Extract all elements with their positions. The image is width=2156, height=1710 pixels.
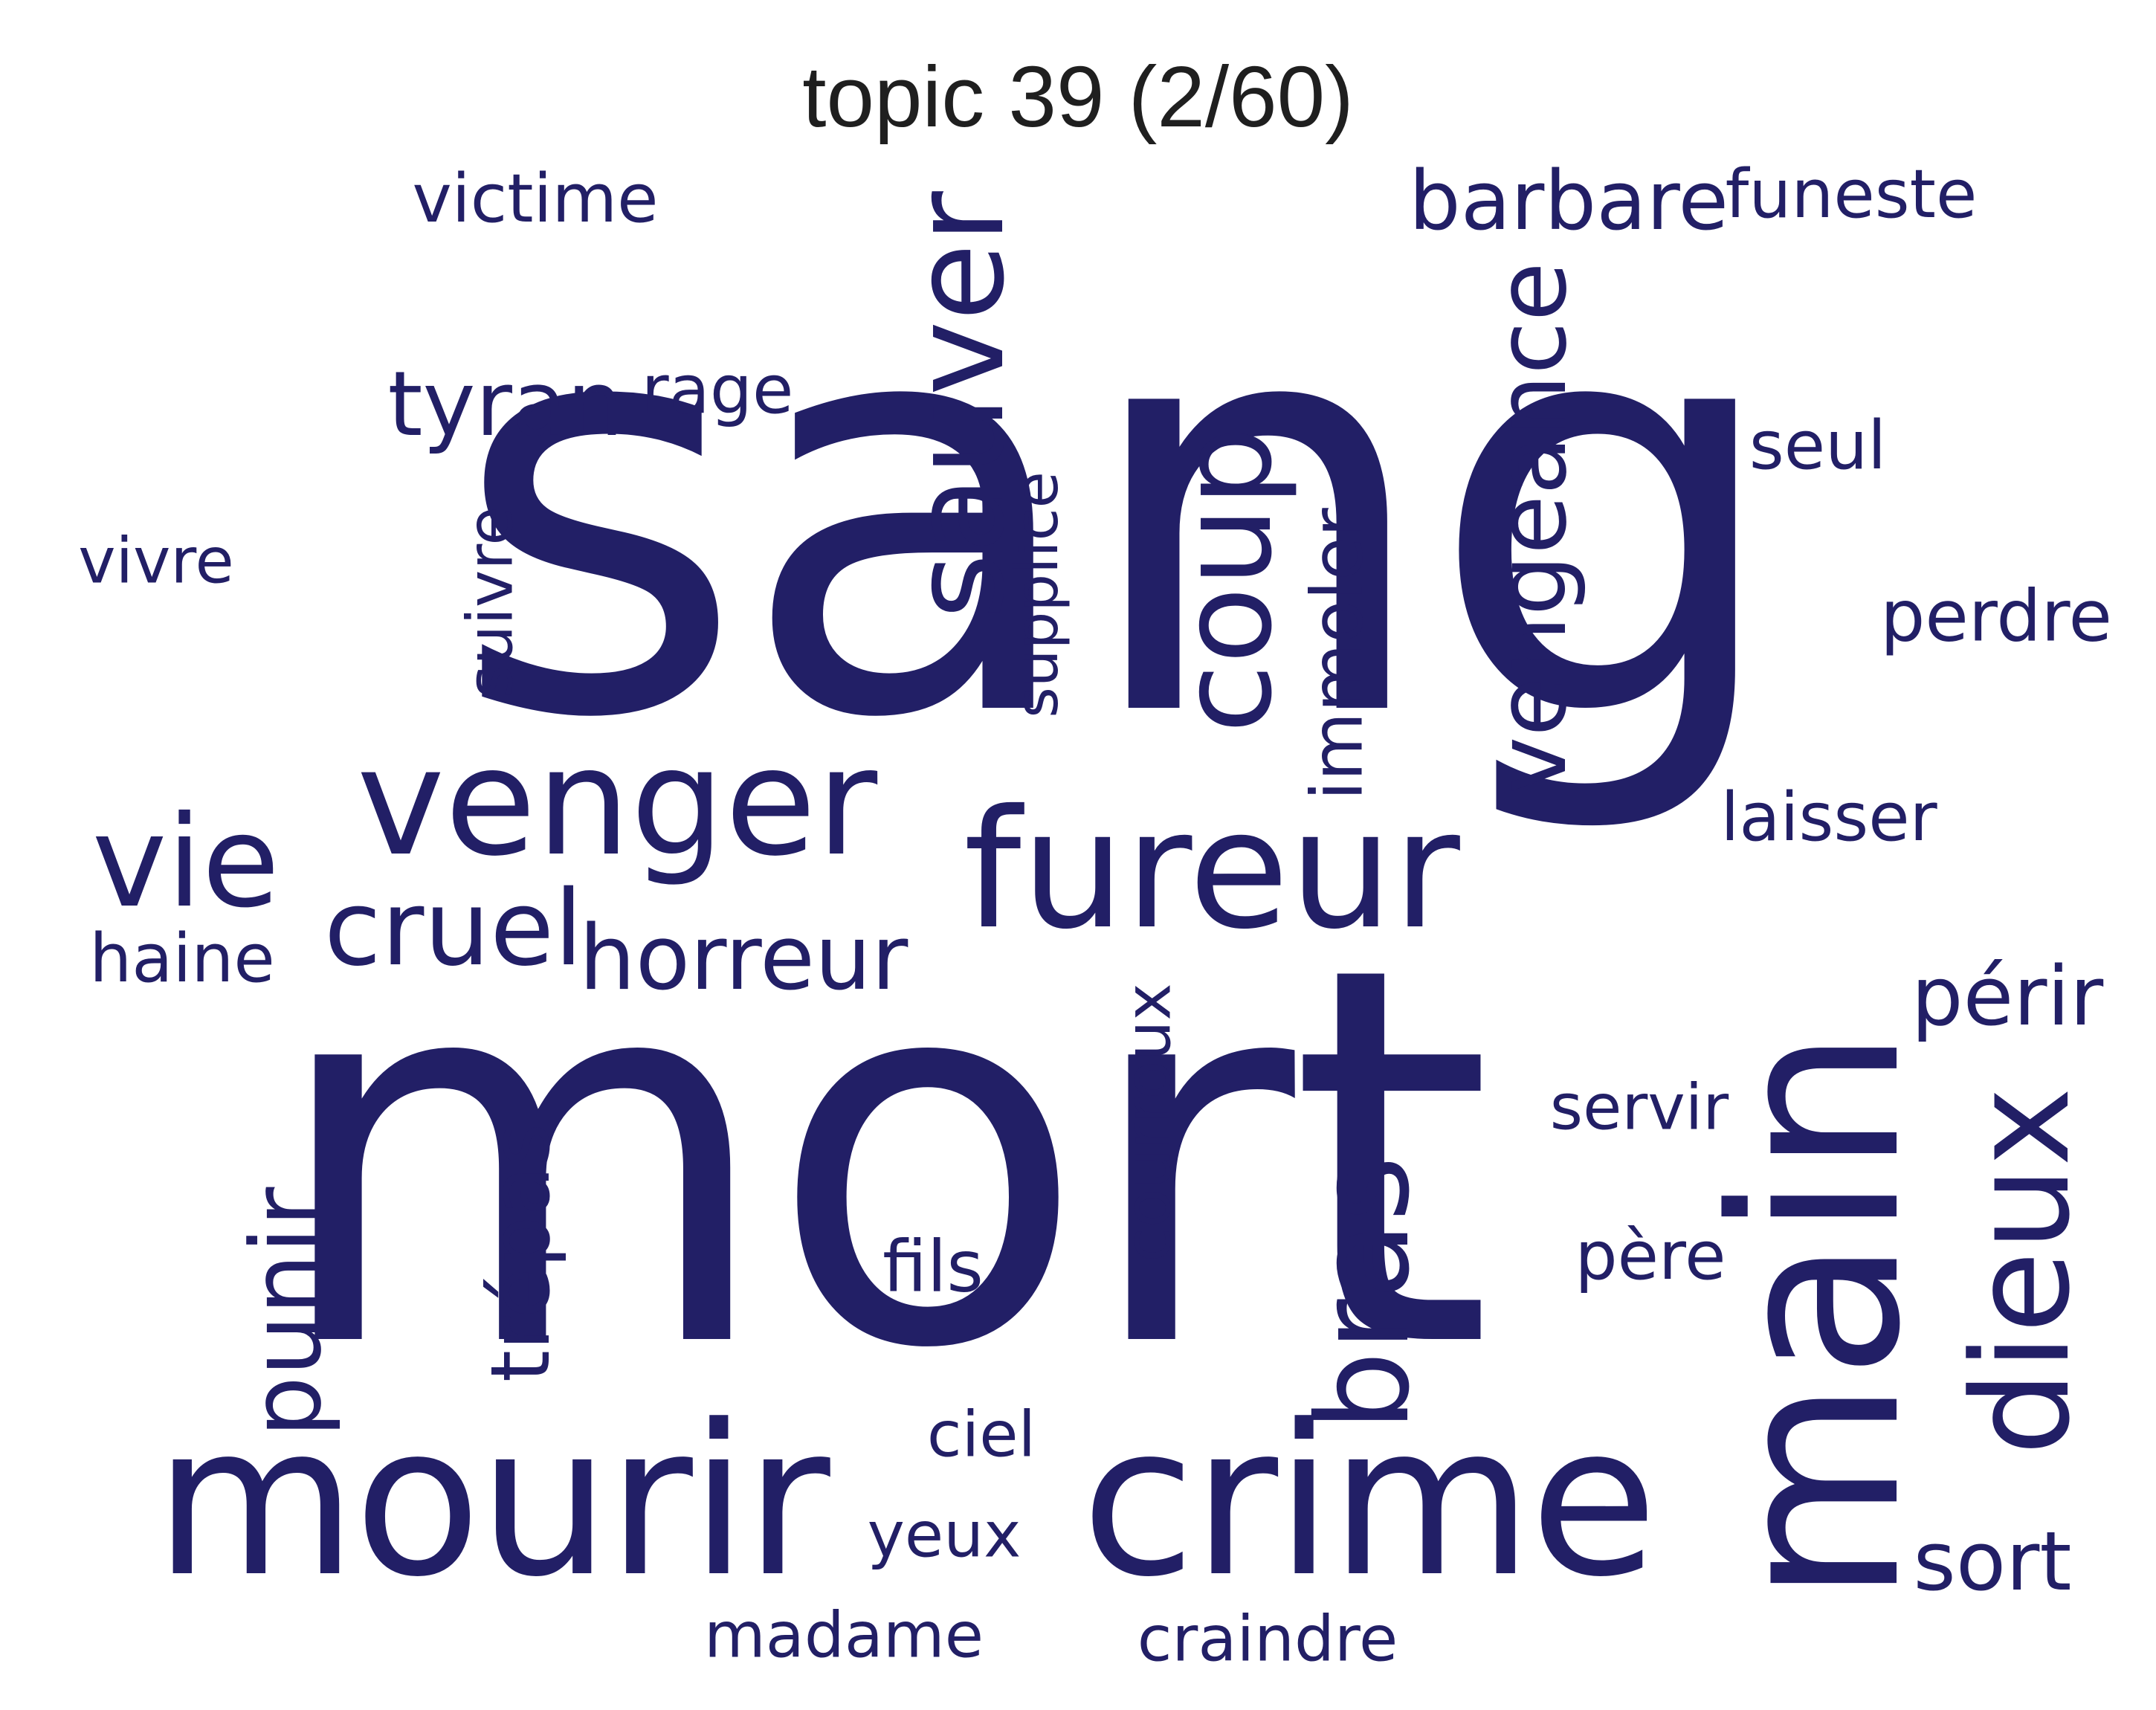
cloud-title: topic 39 (2/60)	[802, 48, 1354, 145]
word-pere: père	[1575, 1217, 1726, 1295]
word-supplice: supplice	[1002, 471, 1071, 718]
word-mort: mort	[267, 856, 1493, 1462]
word-fils: fils	[882, 1226, 984, 1309]
word-barbare: barbare	[1408, 153, 1729, 248]
word-bras: bras	[1291, 1155, 1438, 1432]
word-venger: venger	[356, 716, 878, 889]
word-victime: victime	[412, 160, 659, 238]
word-dieux: dieux	[1944, 1087, 2099, 1456]
word-yeux: yeux	[867, 1498, 1021, 1572]
word-trepas: trépas	[473, 1123, 568, 1383]
word-tyran: tyran	[387, 353, 624, 456]
word-punir: punir	[230, 1187, 343, 1438]
word-horreur: horreur	[578, 907, 908, 1010]
word-courroux: courroux	[1111, 983, 1186, 1262]
word-vengeance: vengeance	[1475, 262, 1588, 794]
word-fureur: fureur	[964, 775, 1460, 965]
word-madame: madame	[703, 1598, 984, 1673]
word-crime: crime	[1081, 1381, 1658, 1623]
word-cruel: cruel	[323, 868, 584, 990]
word-main: main	[1683, 1027, 1952, 1604]
word-suivre: suivre	[454, 506, 528, 698]
word-immoler: immoler	[1297, 508, 1379, 801]
word-vivre: vivre	[78, 524, 234, 598]
word-sang: sang	[451, 184, 1787, 842]
word-vie: vie	[91, 789, 280, 936]
word-rage: rage	[641, 351, 794, 429]
word-perir: périr	[1911, 949, 2104, 1044]
word-perdre: perdre	[1880, 575, 2112, 658]
word-ciel: ciel	[926, 1398, 1036, 1472]
word-coup: coup	[1153, 426, 1300, 734]
word-craindre: craindre	[1137, 1602, 1398, 1677]
word-servir: servir	[1549, 1071, 1729, 1145]
word-sort: sort	[1913, 1514, 2072, 1609]
word-mourir: mourir	[154, 1381, 830, 1623]
word-laisser: laisser	[1720, 778, 1937, 856]
word-seul: seul	[1749, 407, 1887, 485]
word-funeste: funeste	[1725, 155, 1978, 233]
word-haine: haine	[89, 920, 275, 998]
